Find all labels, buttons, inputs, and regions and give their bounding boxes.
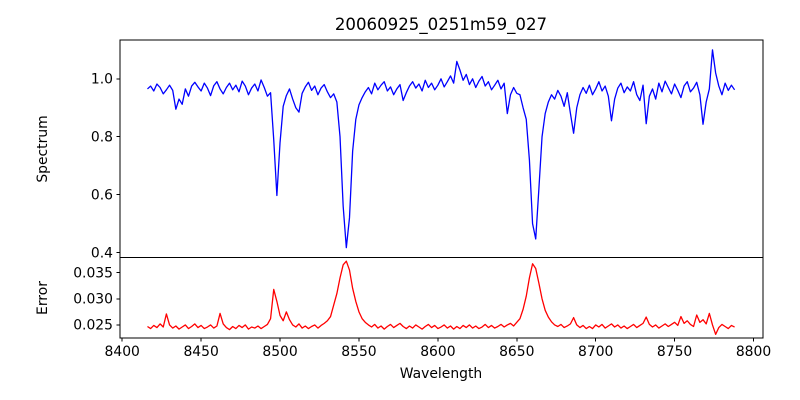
spectrum-axes-box	[119, 39, 764, 258]
x-tick-label: 8800	[736, 344, 771, 360]
x-tick-label: 8750	[657, 344, 692, 360]
spectrum-y-tick-label: 0.8	[91, 130, 113, 146]
spectrum-y-tick-label: 0.6	[91, 187, 113, 203]
error-y-tick-label: 0.030	[73, 292, 113, 308]
x-tick-label: 8400	[105, 344, 140, 360]
error-y-axis-label: Error	[35, 281, 51, 315]
plot-content: 8400 8450 8500 8550 8600 8650 8700 8750 8800 1.0 0…	[73, 39, 771, 360]
spectrum-y-axis-label: Spectrum	[35, 115, 51, 182]
error-y-tick-label: 0.025	[73, 318, 113, 334]
x-tick-label: 8700	[578, 344, 613, 360]
error-axes-box	[119, 257, 764, 339]
x-tick-label: 8500	[262, 344, 297, 360]
x-axis-label: Wavelength	[400, 366, 482, 382]
spectrum-line	[147, 49, 736, 249]
x-tick-label: 8650	[499, 344, 534, 360]
error-y-tick-label: 0.035	[73, 265, 113, 281]
x-tick-label: 8550	[341, 344, 376, 360]
x-tick-label: 8450	[183, 344, 218, 360]
spectrum-y-tick-label: 1.0	[91, 72, 113, 88]
x-tick-label: 8600	[420, 344, 455, 360]
spectrum-y-tick-label: 0.4	[91, 245, 113, 261]
error-line	[147, 260, 735, 335]
chart-title: 20060925_0251m59_027	[335, 15, 547, 35]
